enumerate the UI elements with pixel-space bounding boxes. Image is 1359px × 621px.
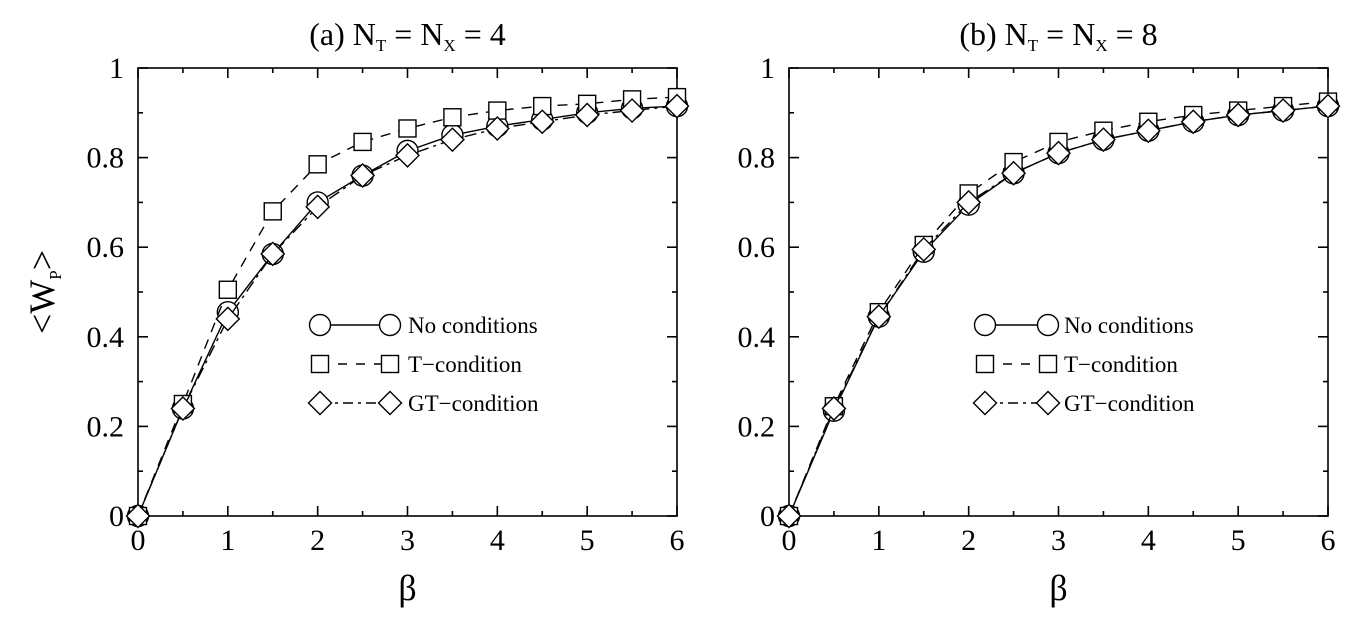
y-tick-label: 0 (760, 500, 775, 533)
x-tick-label: 6 (1321, 524, 1336, 557)
data-point (1315, 93, 1341, 119)
y-tick-label: 0.2 (738, 410, 776, 443)
panel-title: (a) NT = NX = 4 (309, 16, 506, 55)
legend-marker (1038, 354, 1058, 374)
legend: No conditions T−condition GT−condition (307, 313, 539, 416)
x-tick-label: 5 (580, 524, 595, 557)
legend-entry: No conditions (973, 313, 1194, 338)
data-point (218, 280, 238, 299)
data-point (350, 163, 376, 189)
data-point (439, 127, 465, 153)
y-tick-label: 0.6 (738, 231, 776, 264)
legend-entry: GT−condition (307, 390, 539, 416)
data-point (821, 395, 847, 421)
data-point (125, 503, 151, 529)
legend-marker (975, 354, 995, 374)
legend-marker (380, 354, 400, 374)
x-tick-label: 0 (131, 524, 146, 557)
data-point (263, 202, 282, 221)
legend-label: T−condition (1064, 352, 1178, 377)
data-point (619, 98, 645, 124)
legend-marker (310, 354, 330, 374)
legend-marker (1036, 313, 1060, 337)
x-tick-label: 3 (400, 524, 415, 557)
y-tick-label: 1 (760, 52, 775, 85)
data-point (911, 236, 937, 262)
data-point (305, 194, 331, 220)
x-tick-label: 6 (670, 524, 685, 557)
data-point (866, 304, 892, 330)
legend-label: GT−condition (408, 391, 539, 416)
x-tick-label: 5 (1231, 524, 1246, 557)
x-tick-label: 3 (1051, 524, 1066, 557)
x-tick-label: 2 (961, 524, 976, 557)
y-tick-label: 0.2 (87, 410, 125, 443)
data-point (353, 132, 372, 152)
legend-entry: No conditions (308, 313, 538, 338)
x-tick-label: 1 (220, 524, 235, 557)
data-point (443, 108, 462, 127)
data-point (1180, 109, 1206, 135)
legend-marker (377, 390, 403, 416)
legend-entry: T−condition (310, 352, 522, 377)
y-tick-label: 0.8 (87, 142, 125, 175)
data-point (308, 155, 327, 174)
x-axis-label: β (398, 568, 416, 608)
data-point (170, 395, 196, 421)
chart-panel-a: (a) NT = NX = 4 0 1 2 3 4 5 6 0 0.2 0.4 0.6 0.8 1 β <WP… (22, 16, 690, 608)
legend-label: GT−condition (1064, 391, 1195, 416)
data-point (956, 189, 982, 215)
series-diamond (776, 93, 1341, 529)
x-tick-label: 4 (490, 524, 505, 557)
data-point (574, 102, 600, 128)
x-tick-label: 0 (782, 524, 797, 557)
y-tick-label: 0.8 (738, 142, 776, 175)
legend-marker (307, 390, 333, 416)
data-point (1225, 102, 1251, 128)
panel-title: (b) NT = NX = 8 (959, 16, 1157, 55)
data-point (1090, 127, 1116, 153)
legend-label: No conditions (408, 313, 538, 338)
data-point (1046, 140, 1071, 166)
data-point (395, 142, 420, 168)
chart-panel-b: (b) NT = NX = 8 0 1 2 3 4 5 6 0 0.2 0.4 0.6 0.8 1 β No … (738, 16, 1341, 608)
data-point (1001, 160, 1027, 186)
legend-marker (973, 313, 997, 337)
x-tick-label: 1 (871, 524, 886, 557)
data-point (398, 119, 417, 138)
y-tick-label: 0.6 (87, 231, 125, 264)
legend-marker (1035, 390, 1061, 416)
data-point (776, 503, 802, 529)
data-point (1270, 98, 1296, 124)
series-diamond (125, 93, 690, 529)
y-tick-label: 0.4 (87, 321, 125, 354)
x-axis-label: β (1049, 568, 1067, 608)
legend-marker (972, 390, 998, 416)
legend-label: T−condition (408, 352, 522, 377)
x-tick-label: 4 (1141, 524, 1156, 557)
y-tick-label: 1 (109, 52, 124, 85)
legend-label: No conditions (1064, 313, 1194, 338)
data-point (484, 115, 510, 141)
data-point (529, 109, 555, 135)
y-axis-label: <WP> (22, 250, 65, 334)
data-point (260, 241, 286, 267)
legend-entry: T−condition (975, 352, 1178, 377)
legend: No conditions T−condition GT−condition (972, 313, 1195, 416)
y-tick-label: 0 (109, 500, 124, 533)
legend-entry: GT−condition (972, 390, 1195, 416)
data-point (215, 306, 241, 332)
data-point (1135, 118, 1161, 144)
legend-marker (378, 313, 402, 337)
y-tick-label: 0.4 (738, 321, 776, 354)
x-tick-label: 2 (310, 524, 325, 557)
legend-marker (308, 313, 332, 337)
data-point (664, 93, 690, 119)
